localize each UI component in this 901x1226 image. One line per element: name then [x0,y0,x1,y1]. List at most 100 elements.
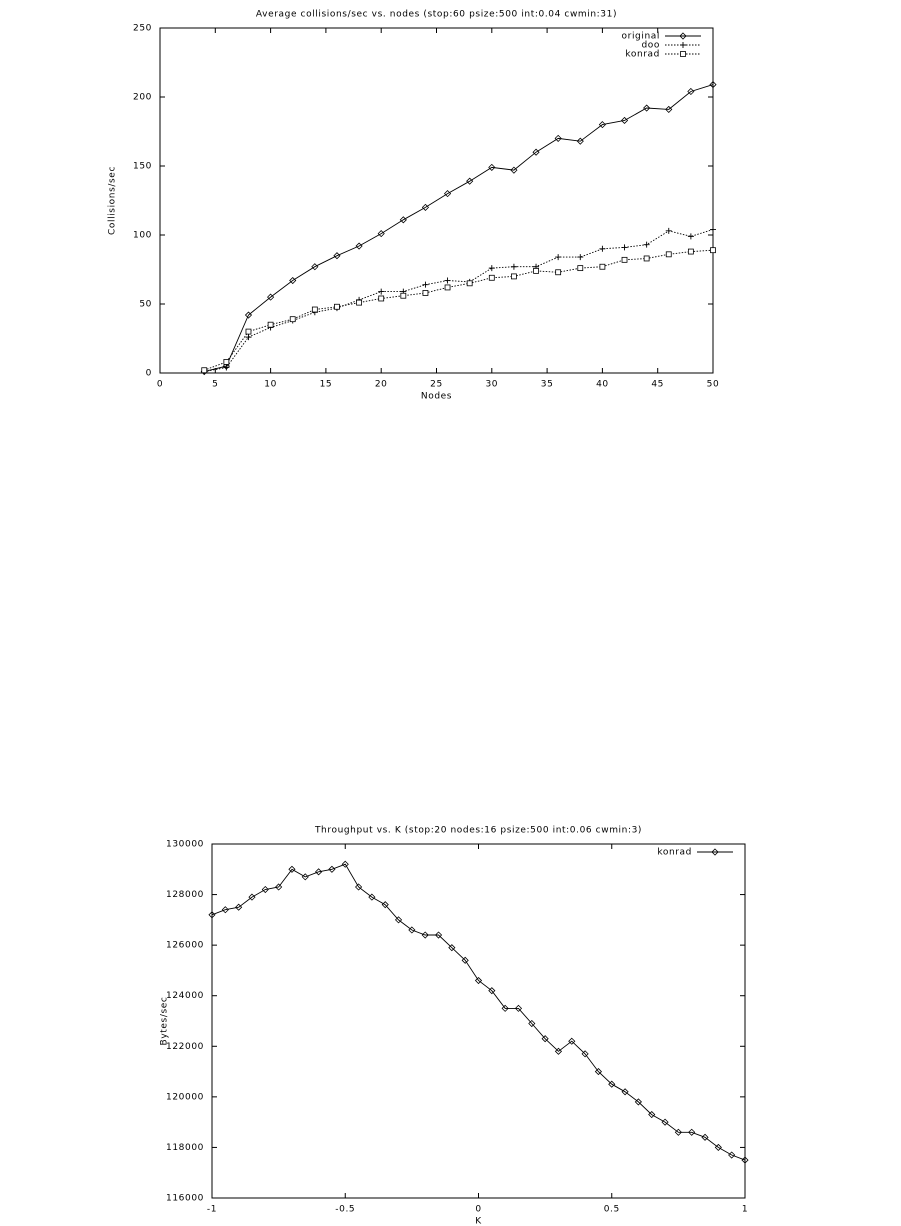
legend-marker [711,848,719,856]
marker [474,976,483,985]
marker [289,316,296,323]
x-tick-label: 40 [596,380,609,390]
marker [422,290,429,296]
x-tick-label: 20 [375,380,388,390]
marker [554,134,562,142]
x-tick-label: 0.5 [604,1205,620,1215]
series-line [204,84,714,373]
x-tick-label: 1 [742,1205,748,1215]
marker [621,256,628,263]
marker [355,883,363,891]
marker [245,328,252,335]
series-line [204,249,714,371]
legend-label: konrad [657,848,692,858]
marker [710,226,716,233]
y-tick-label: 116000 [166,1194,204,1204]
marker [528,1019,536,1028]
marker [594,1068,602,1076]
marker [555,254,562,261]
marker [728,1151,736,1159]
marker [400,292,407,299]
marker [301,873,309,881]
marker [701,1133,709,1141]
marker [466,177,474,185]
marker [710,247,716,254]
y-tick-label: 120000 [166,1092,204,1102]
marker [223,359,230,365]
marker [674,1128,682,1136]
marker [687,248,694,255]
marker [221,906,229,914]
marker [661,1118,669,1126]
marker [533,267,539,274]
marker [356,299,362,306]
marker [267,321,274,328]
marker [488,163,496,171]
plot-border [211,843,746,1199]
series-line [204,229,714,373]
marker [334,303,340,310]
marker [378,295,385,302]
legend-marker [679,32,687,40]
marker [608,1080,616,1088]
marker [599,245,606,252]
marker [444,284,451,291]
marker [448,944,456,952]
marker [245,334,252,341]
marker [444,277,451,284]
chart-title: Throughput vs. K (stop:20 nodes:16 psize… [314,826,642,836]
marker [434,931,443,939]
x-tick-label: 15 [320,380,333,390]
marker [665,105,673,113]
x-axis-label: Nodes [421,392,452,402]
marker [461,956,469,964]
marker [422,281,429,288]
marker [368,893,376,901]
marker [501,1004,509,1012]
marker [267,293,275,301]
marker [288,865,296,873]
marker [643,255,650,262]
x-tick-label: 25 [430,380,443,390]
x-tick-label: 5 [212,380,218,390]
y-axis-label: Collisions/sec [108,166,118,235]
marker [599,263,606,270]
marker [421,203,430,211]
legend-label: original [622,32,660,42]
y-axis-label: Bytes/sec [160,997,170,1046]
marker [378,288,385,295]
marker [275,883,283,891]
marker [333,252,341,260]
marker [621,1088,629,1096]
marker [443,190,452,198]
y-tick-label: 0 [146,369,152,379]
marker [311,263,319,271]
x-tick-label: 35 [541,380,554,390]
marker [620,116,629,125]
marker [581,1050,589,1058]
x-tick-label: 30 [485,380,498,390]
marker [741,1156,749,1164]
marker [643,104,651,112]
legend-marker [680,42,686,48]
marker [394,916,403,924]
x-tick-label: 45 [651,380,664,390]
marker [289,276,297,285]
marker [488,987,496,995]
y-tick-label: 250 [133,24,152,34]
marker [488,274,495,281]
y-tick-label: 100 [133,231,152,241]
marker [261,885,269,894]
marker [648,1110,656,1119]
marker [235,903,243,911]
marker [510,263,517,270]
marker [408,926,416,934]
marker [577,254,584,261]
marker [568,1037,576,1045]
marker [687,233,694,240]
y-tick-label: 118000 [166,1143,204,1153]
marker [554,1047,563,1055]
marker [665,227,672,234]
y-tick-label: 124000 [166,991,204,1001]
y-tick-label: 130000 [166,840,204,850]
